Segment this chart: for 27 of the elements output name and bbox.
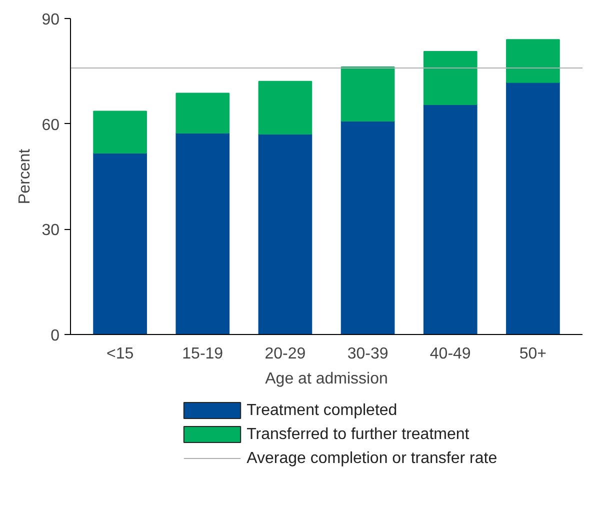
y-tick-label: 0: [50, 328, 60, 344]
legend-label: Transferred to further treatment: [246, 426, 470, 443]
x-tick-label: 20-29: [264, 346, 306, 362]
bar: [340, 66, 395, 122]
x-tick-label: <15: [106, 346, 134, 362]
bar: [93, 152, 147, 334]
bar: [506, 82, 560, 334]
x-axis-title: Age at admission: [265, 370, 388, 388]
y-tick-label: 90: [42, 12, 60, 28]
bar: [176, 132, 230, 334]
y-axis-title: Percent: [16, 148, 34, 204]
bar: [423, 104, 478, 334]
bar: [258, 80, 312, 135]
bar: [506, 39, 560, 83]
bar: [258, 134, 312, 334]
bar: [176, 92, 230, 134]
y-tick-label: 30: [42, 222, 60, 240]
x-tick-label: 40-49: [430, 346, 471, 362]
y-tick-label: 60: [42, 116, 60, 134]
legend-label: Average completion or transfer rate: [246, 450, 498, 467]
bar: [93, 110, 147, 154]
x-tick-label: 15-19: [182, 346, 224, 362]
legend-label: Treatment completed: [246, 402, 398, 419]
bar: [340, 120, 395, 334]
x-tick-label: 30-39: [347, 346, 388, 362]
x-tick-label: 50+: [519, 346, 547, 362]
bar: [423, 51, 478, 106]
